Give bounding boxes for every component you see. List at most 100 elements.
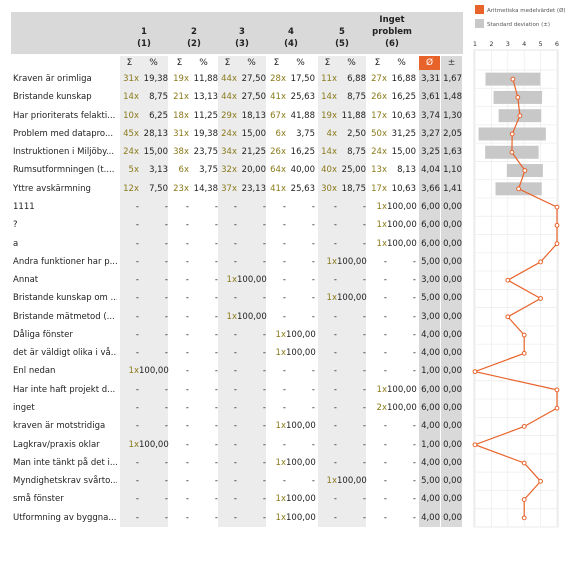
percent-cell: - — [311, 403, 315, 414]
mean-cell: 6,00 — [419, 197, 440, 217]
header-band — [11, 12, 463, 54]
count-cell: - — [185, 275, 189, 286]
percent-cell: - — [164, 403, 168, 414]
percent-cell: - — [214, 366, 218, 377]
count-cell: 37x — [221, 183, 237, 194]
row-label: Bristande kunskap — [13, 92, 92, 103]
count-cell: - — [233, 512, 237, 523]
percent-cell: 27,50 — [241, 92, 266, 103]
count-cell: - — [135, 201, 139, 212]
row-label: a — [13, 238, 19, 249]
mean-cell: 3,25 — [419, 143, 440, 162]
percent-cell: - — [214, 238, 218, 249]
mean-cell: 4,04 — [419, 161, 440, 180]
percent-cell: - — [362, 494, 366, 505]
sd-cell: 0,00 — [441, 508, 462, 527]
mean-cell: 1,00 — [419, 362, 440, 381]
sd-cell: 0,00 — [441, 197, 462, 217]
count-cell: - — [282, 439, 286, 450]
count-cell: - — [282, 384, 286, 395]
count-cell: - — [333, 311, 337, 322]
axis-tick-label: 5 — [539, 40, 543, 48]
count-cell: 1x — [376, 201, 387, 212]
sd-cell: 1,30 — [441, 106, 462, 125]
sd-cell: 1,63 — [441, 143, 462, 162]
percent-cell: - — [362, 403, 366, 414]
row-label: Lagkrav/praxis oklar — [13, 439, 100, 450]
count-cell: - — [233, 366, 237, 377]
count-cell: - — [185, 293, 189, 304]
count-cell: 24x — [221, 128, 237, 139]
percent-cell: - — [164, 476, 168, 487]
percent-cell: - — [362, 512, 366, 523]
sd-cell: 1,41 — [441, 179, 462, 198]
row-label: inget — [13, 403, 35, 414]
percent-cell: - — [214, 457, 218, 468]
count-cell: - — [233, 348, 237, 359]
mean-cell: 6,00 — [419, 216, 440, 235]
count-cell: - — [185, 366, 189, 377]
sum-symbol: Σ — [126, 58, 133, 68]
percent-cell: - — [311, 311, 315, 322]
count-cell: 1x — [226, 311, 237, 322]
count-cell: - — [135, 457, 139, 468]
mean-cell: 3,61 — [419, 88, 440, 107]
mean-point — [538, 296, 543, 301]
mean-point — [521, 497, 527, 502]
count-cell: 1x — [376, 384, 387, 395]
percent-cell: 16,88 — [391, 74, 416, 84]
row-label: Bristande kunskap om ... — [13, 293, 117, 304]
count-cell: 21x — [173, 92, 189, 103]
percent-cell: 15,00 — [391, 147, 416, 158]
percent-cell: 15,00 — [241, 128, 266, 139]
count-cell: - — [135, 421, 139, 432]
count-cell: - — [282, 366, 286, 377]
count-cell: 27x — [371, 74, 387, 84]
percent-cell: - — [412, 457, 416, 468]
mean-cell: 4,00 — [419, 344, 440, 363]
mean-point — [515, 95, 521, 100]
row-label: Kraven är orimliga — [13, 74, 92, 84]
percent-cell: - — [362, 329, 366, 340]
count-cell: - — [333, 275, 337, 286]
column-header-2: 2 — [191, 27, 197, 37]
count-cell: - — [185, 512, 189, 523]
percent-cell: 20,00 — [241, 165, 266, 176]
count-cell: - — [135, 403, 139, 414]
percent-cell: - — [412, 366, 416, 377]
count-cell: 1x — [275, 512, 286, 523]
count-cell: 14x — [321, 147, 337, 158]
count-cell: 1x — [376, 220, 387, 231]
mean-cell: 4,00 — [419, 508, 440, 527]
column-subheader-5: (5) — [335, 39, 349, 49]
percent-cell: - — [362, 201, 366, 212]
count-cell: - — [185, 201, 189, 212]
count-cell: - — [233, 457, 237, 468]
sd-cell: 0,00 — [441, 271, 462, 290]
percent-cell: 28,13 — [143, 128, 168, 139]
percent-cell: - — [412, 293, 416, 304]
percent-cell: - — [164, 201, 168, 212]
sd-cell: 0,00 — [441, 417, 462, 436]
percent-cell: 25,63 — [290, 183, 315, 194]
mean-cell: 6,00 — [419, 399, 440, 418]
mean-cell: 4,00 — [419, 453, 440, 473]
count-cell: - — [383, 512, 387, 523]
count-cell: - — [185, 439, 189, 450]
count-cell: 34x — [221, 147, 237, 158]
percent-cell: - — [164, 512, 168, 523]
sd-cell: 0,00 — [441, 344, 462, 363]
row-label: små fönster — [13, 494, 64, 505]
mean-cell: 6,00 — [419, 234, 440, 253]
percent-cell: - — [262, 201, 266, 212]
percent-symbol: % — [149, 58, 158, 68]
count-cell: - — [135, 384, 139, 395]
percent-cell: 8,75 — [347, 92, 366, 103]
count-cell: - — [333, 494, 337, 505]
count-cell: - — [383, 348, 387, 359]
percent-cell: - — [362, 238, 366, 249]
percent-cell: - — [164, 421, 168, 432]
percent-cell: 100,00 — [387, 384, 417, 395]
count-cell: - — [333, 403, 337, 414]
